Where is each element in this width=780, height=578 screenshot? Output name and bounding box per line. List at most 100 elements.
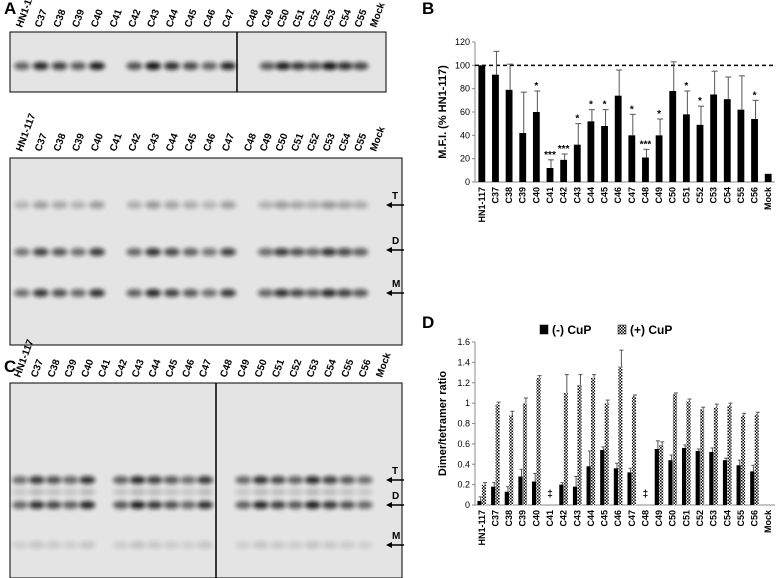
gel-band	[112, 541, 129, 549]
gel-band	[79, 488, 96, 496]
gel-band	[129, 476, 146, 484]
bar	[532, 112, 540, 182]
x-tick-label: C47	[627, 187, 637, 204]
bar	[518, 476, 523, 505]
lane-label: C54	[322, 358, 339, 379]
gel-band	[356, 476, 373, 484]
lane-label: C56	[357, 358, 374, 379]
gel-band	[32, 289, 49, 297]
bar	[532, 481, 537, 505]
gel-band	[352, 201, 369, 209]
lane-label: C39	[63, 358, 80, 379]
gel-band	[126, 62, 143, 70]
bar	[658, 444, 664, 506]
gel-band	[28, 541, 45, 549]
bar	[477, 500, 482, 505]
lane-label: C40	[89, 8, 106, 29]
bar	[559, 484, 564, 505]
gel-band	[220, 201, 236, 209]
x-tick-label: Mock	[763, 509, 773, 533]
gel-band	[32, 62, 49, 70]
lane-label: C41	[97, 358, 114, 379]
y-tick-label: 120	[455, 37, 470, 47]
gel-band	[180, 476, 197, 484]
x-tick-label: C39	[518, 187, 528, 204]
band-label: M	[392, 279, 400, 290]
gel-band	[14, 289, 30, 297]
band-label: T	[392, 466, 398, 477]
bar	[655, 135, 663, 182]
gel-band	[163, 476, 180, 484]
gel-band	[201, 62, 218, 70]
significance-label: *	[753, 90, 757, 101]
bar	[536, 377, 541, 506]
x-tick-label: C41	[545, 510, 555, 527]
bar	[600, 449, 605, 505]
lane-label: C44	[164, 8, 181, 29]
lane-label: C51	[291, 8, 308, 29]
lane-label: C49	[258, 132, 275, 153]
gel-band	[79, 541, 96, 549]
bar	[631, 395, 637, 506]
gel-band	[235, 488, 252, 496]
gel-band	[88, 201, 105, 209]
bar	[722, 460, 728, 505]
bar	[699, 409, 705, 506]
gel-band	[28, 476, 45, 484]
panel-label: A	[4, 0, 16, 18]
gel-band	[321, 62, 338, 70]
gel-band	[146, 488, 163, 496]
gel-band	[304, 501, 321, 509]
lane-label: C37	[33, 8, 50, 29]
gel-band	[12, 501, 28, 509]
bar	[586, 466, 591, 505]
gel-band	[352, 289, 369, 297]
band-label: D	[392, 491, 399, 502]
bar	[519, 133, 527, 182]
x-tick-label: C44	[586, 510, 596, 527]
bar	[628, 135, 636, 182]
gel-band	[304, 476, 321, 484]
bar	[740, 415, 746, 506]
x-tick-label: C48	[640, 187, 650, 204]
gel-band	[62, 501, 79, 509]
panel-label: B	[422, 0, 434, 18]
gel-band	[339, 541, 356, 549]
gel-band	[305, 248, 321, 256]
x-tick-label: C53	[709, 187, 719, 204]
lane-label: C41	[108, 8, 125, 29]
gel-band	[70, 289, 87, 297]
gel-band	[322, 476, 338, 484]
lane-label: C44	[147, 358, 164, 379]
gel-band	[14, 201, 30, 209]
gel-band	[273, 248, 290, 256]
x-tick-label: C52	[695, 510, 705, 527]
marker: ‡	[643, 489, 649, 500]
lane-label: C38	[46, 358, 63, 379]
lane-label: C40	[89, 132, 106, 153]
gel-band	[252, 488, 269, 496]
gel-band	[336, 201, 353, 209]
bar	[736, 465, 741, 505]
gel-band	[289, 289, 306, 297]
gel-band	[163, 541, 180, 549]
lane-label: C47	[220, 132, 237, 153]
gel-band	[356, 488, 373, 496]
gel-band	[14, 62, 30, 70]
bar	[481, 484, 487, 506]
significance-label: *	[657, 109, 661, 120]
bar	[613, 468, 619, 505]
bar	[754, 414, 760, 506]
bar	[587, 121, 595, 182]
gel-band	[182, 201, 199, 209]
lane-label: C45	[183, 132, 200, 153]
x-tick-label: C40	[531, 187, 541, 204]
bar	[710, 94, 718, 182]
y-tick-label: 1.6	[457, 337, 470, 347]
gel-band	[287, 501, 304, 509]
gel-band	[32, 248, 49, 256]
x-tick-label: C50	[668, 187, 678, 204]
x-tick-label: C45	[600, 510, 610, 527]
gel-band	[51, 201, 68, 209]
